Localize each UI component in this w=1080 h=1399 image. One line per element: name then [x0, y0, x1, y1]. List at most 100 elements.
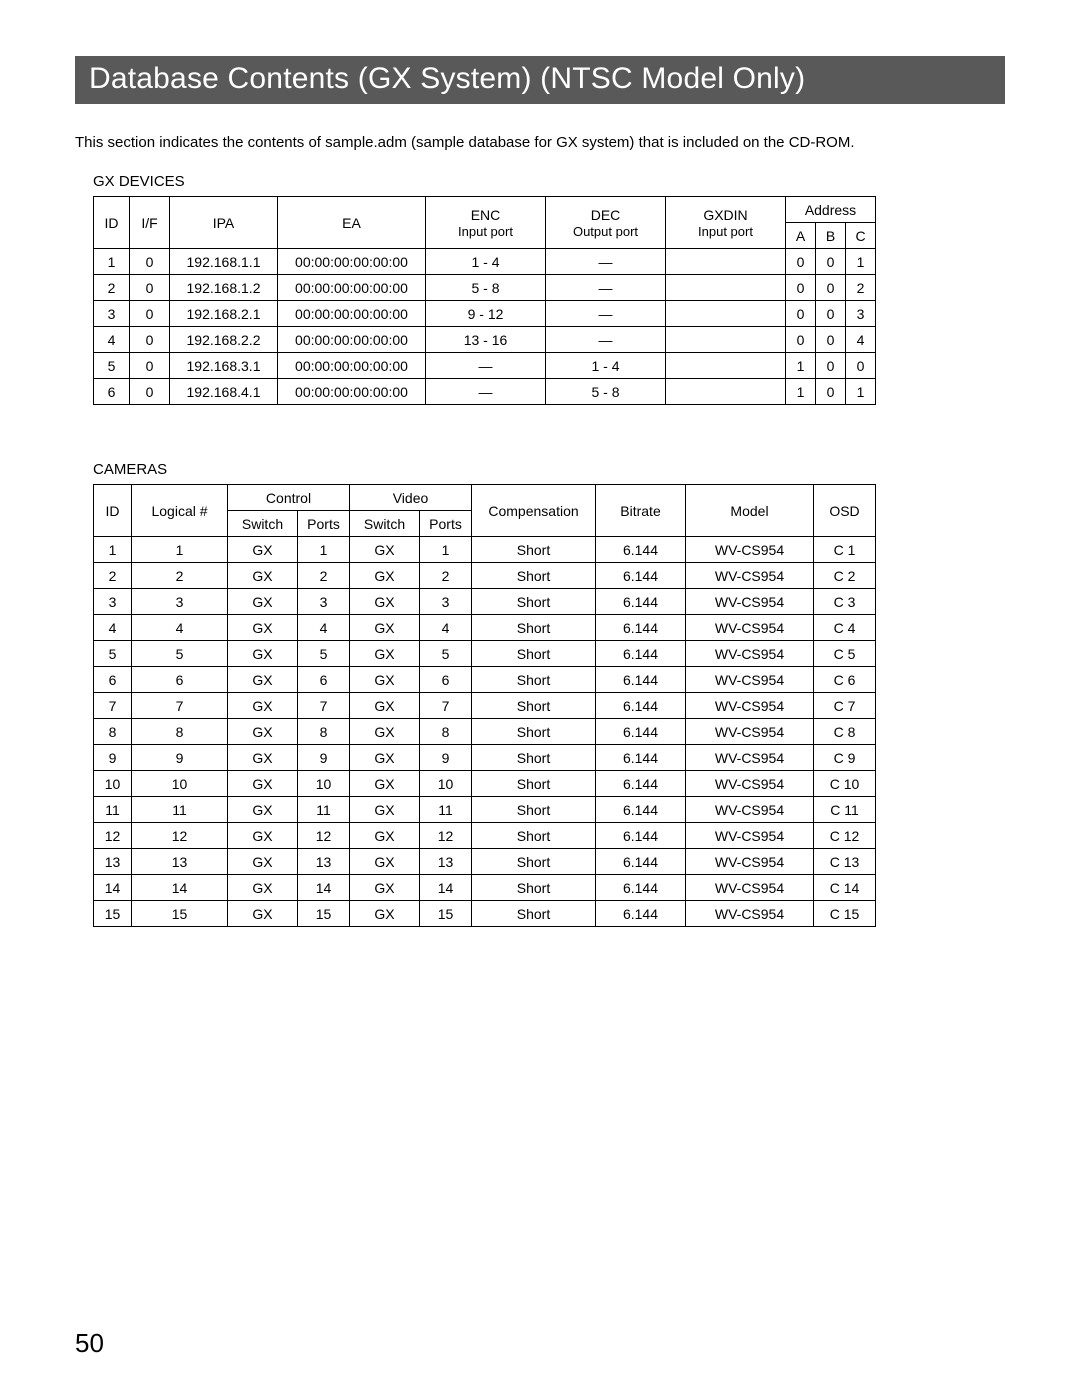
gx-gxdin-text: GXDIN — [703, 207, 747, 223]
cam-cell-cpt: 7 — [298, 693, 350, 719]
cam-table-row: 1212GX12GX12Short6.144WV-CS954C 12 — [94, 823, 876, 849]
cam-cell-bitrate: 6.144 — [596, 537, 686, 563]
cam-table-row: 1313GX13GX13Short6.144WV-CS954C 13 — [94, 849, 876, 875]
cam-cell-osd: C 9 — [814, 745, 876, 771]
cam-cell-logical: 5 — [132, 641, 228, 667]
cam-cell-comp: Short — [472, 745, 596, 771]
cam-table-row: 77GX7GX7Short6.144WV-CS954C 7 — [94, 693, 876, 719]
cam-cell-bitrate: 6.144 — [596, 719, 686, 745]
gx-table-row: 60192.168.4.100:00:00:00:00:00—5 - 8101 — [94, 379, 876, 405]
gx-cell-c: 0 — [846, 353, 876, 379]
cam-cell-cpt: 13 — [298, 849, 350, 875]
gx-cell-enc: 9 - 12 — [426, 301, 546, 327]
gx-cell-gxdin — [666, 249, 786, 275]
gx-cell-b: 0 — [816, 249, 846, 275]
cam-cell-id: 2 — [94, 563, 132, 589]
cam-cell-id: 10 — [94, 771, 132, 797]
cam-cell-bitrate: 6.144 — [596, 823, 686, 849]
cam-cell-csw: GX — [228, 771, 298, 797]
gx-devices-label: GX DEVICES — [93, 173, 1005, 190]
gx-cell-ea: 00:00:00:00:00:00 — [278, 353, 426, 379]
gx-enc-sub: Input port — [432, 224, 539, 239]
gx-cell-dec: — — [546, 249, 666, 275]
gx-cell-if: 0 — [130, 249, 170, 275]
cam-cell-osd: C 10 — [814, 771, 876, 797]
gx-cell-dec: — — [546, 327, 666, 353]
cam-table-row: 22GX2GX2Short6.144WV-CS954C 2 — [94, 563, 876, 589]
cam-cell-vsw: GX — [350, 693, 420, 719]
cam-col-compensation: Compensation — [472, 485, 596, 537]
gx-cell-enc: — — [426, 353, 546, 379]
cam-cell-bitrate: 6.144 — [596, 693, 686, 719]
cam-cell-cpt: 10 — [298, 771, 350, 797]
cam-table-row: 88GX8GX8Short6.144WV-CS954C 8 — [94, 719, 876, 745]
gx-cell-b: 0 — [816, 275, 846, 301]
gx-header-row-1: ID I/F IPA EA ENC Input port DEC Output … — [94, 197, 876, 223]
gx-col-id: ID — [94, 197, 130, 249]
gx-cell-a: 0 — [786, 327, 816, 353]
cam-table-row: 1010GX10GX10Short6.144WV-CS954C 10 — [94, 771, 876, 797]
cam-cell-id: 3 — [94, 589, 132, 615]
cam-cell-id: 9 — [94, 745, 132, 771]
gx-cell-c: 4 — [846, 327, 876, 353]
cam-cell-model: WV-CS954 — [686, 797, 814, 823]
cam-cell-logical: 1 — [132, 537, 228, 563]
cam-cell-vsw: GX — [350, 875, 420, 901]
cam-cell-logical: 9 — [132, 745, 228, 771]
gx-cell-b: 0 — [816, 327, 846, 353]
cam-cell-id: 7 — [94, 693, 132, 719]
cam-cell-cpt: 4 — [298, 615, 350, 641]
cam-cell-model: WV-CS954 — [686, 719, 814, 745]
gx-cell-dec: — — [546, 301, 666, 327]
gx-cell-ea: 00:00:00:00:00:00 — [278, 275, 426, 301]
cam-cell-model: WV-CS954 — [686, 901, 814, 927]
cam-col-model: Model — [686, 485, 814, 537]
cam-cell-csw: GX — [228, 823, 298, 849]
gx-cell-a: 0 — [786, 275, 816, 301]
cam-cell-id: 1 — [94, 537, 132, 563]
cam-cell-vpt: 2 — [420, 563, 472, 589]
cam-cell-logical: 14 — [132, 875, 228, 901]
gx-enc-text: ENC — [471, 207, 501, 223]
cam-cell-id: 15 — [94, 901, 132, 927]
gx-cell-dec: 1 - 4 — [546, 353, 666, 379]
cam-cell-logical: 10 — [132, 771, 228, 797]
cam-cell-model: WV-CS954 — [686, 641, 814, 667]
cam-table-row: 44GX4GX4Short6.144WV-CS954C 4 — [94, 615, 876, 641]
gx-cell-ea: 00:00:00:00:00:00 — [278, 301, 426, 327]
cam-cell-model: WV-CS954 — [686, 875, 814, 901]
cam-cell-vsw: GX — [350, 745, 420, 771]
cam-cell-csw: GX — [228, 849, 298, 875]
cam-cell-vsw: GX — [350, 901, 420, 927]
cam-cell-osd: C 12 — [814, 823, 876, 849]
cam-col-control-ports: Ports — [298, 511, 350, 537]
cam-cell-vpt: 7 — [420, 693, 472, 719]
cam-cell-osd: C 3 — [814, 589, 876, 615]
page-number: 50 — [75, 1328, 104, 1359]
gx-cell-ipa: 192.168.4.1 — [170, 379, 278, 405]
cam-cell-model: WV-CS954 — [686, 563, 814, 589]
gx-col-address: Address — [786, 197, 876, 223]
cam-cell-vsw: GX — [350, 771, 420, 797]
cam-cell-model: WV-CS954 — [686, 771, 814, 797]
cam-cell-vsw: GX — [350, 667, 420, 693]
cam-cell-vsw: GX — [350, 615, 420, 641]
intro-text: This section indicates the contents of s… — [75, 134, 1005, 151]
gx-cell-a: 0 — [786, 249, 816, 275]
gx-cell-enc: 13 - 16 — [426, 327, 546, 353]
gx-col-if: I/F — [130, 197, 170, 249]
gx-col-ea: EA — [278, 197, 426, 249]
cam-cell-logical: 2 — [132, 563, 228, 589]
cam-cell-comp: Short — [472, 849, 596, 875]
cam-cell-id: 5 — [94, 641, 132, 667]
gx-col-ipa: IPA — [170, 197, 278, 249]
cam-cell-bitrate: 6.144 — [596, 563, 686, 589]
gx-cell-ipa: 192.168.2.2 — [170, 327, 278, 353]
cam-cell-csw: GX — [228, 901, 298, 927]
cam-cell-osd: C 11 — [814, 797, 876, 823]
cam-cell-csw: GX — [228, 693, 298, 719]
gx-cell-enc: — — [426, 379, 546, 405]
cam-cell-vpt: 9 — [420, 745, 472, 771]
cam-cell-osd: C 6 — [814, 667, 876, 693]
cam-cell-id: 12 — [94, 823, 132, 849]
